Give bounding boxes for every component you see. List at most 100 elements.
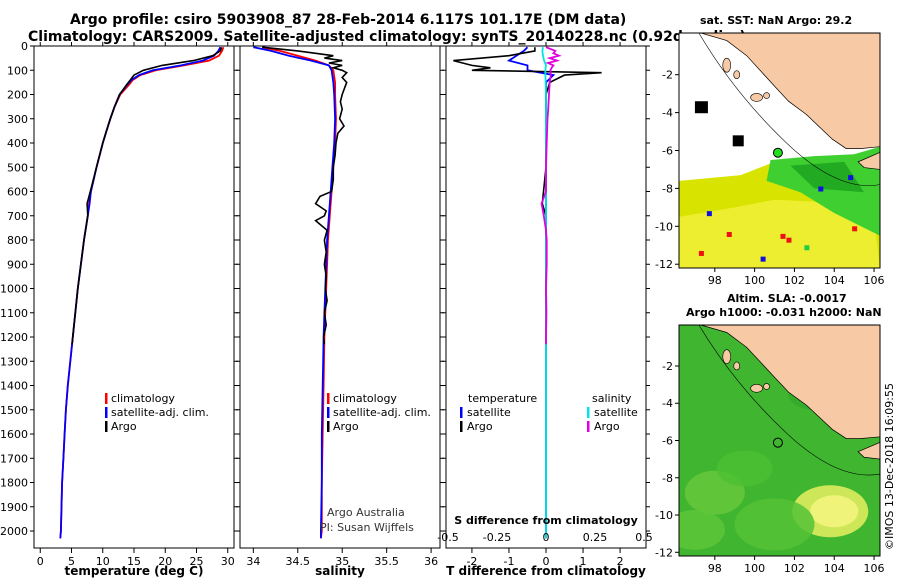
depth-tick-label: 1400 [0, 380, 28, 393]
salinity-profile-xtick-label: 35 [335, 555, 349, 568]
diff-legend-header-salinity: salinity [592, 392, 632, 405]
sla-map-xtick-label: 106 [864, 562, 885, 575]
sst-map-xtick-label: 104 [824, 274, 845, 287]
depth-tick-label: 1000 [0, 283, 28, 296]
temperature-legend-swatch [105, 393, 108, 404]
argo-float-marker [772, 437, 783, 448]
depth-tick-label: 0 [21, 40, 28, 53]
sst-pixel [698, 250, 704, 256]
sst-map-title: sat. SST: NaN Argo: 29.2 [700, 14, 853, 27]
salinity-profile-xlabel: salinity [315, 564, 365, 578]
temperature-profile-xtick-label: 30 [221, 555, 235, 568]
diff-legend-label: Argo [467, 420, 493, 433]
depth-tick-label: 400 [7, 137, 28, 150]
sst-pixel [780, 233, 786, 239]
sst-field-darkgreen [790, 161, 865, 193]
depth-tick-label: 1800 [0, 477, 28, 490]
sst-map: 98 100 102 104 106 -2 -4 -6 -8 -10 -12 [655, 32, 885, 287]
salinity-legend-label: Argo [333, 420, 359, 433]
bathymetry-contour [698, 325, 880, 476]
temperature-profile-xtick-label: 5 [68, 555, 75, 568]
land-island [733, 70, 741, 79]
sst-field-yellow [679, 199, 880, 268]
depth-tick-label: 1600 [0, 428, 28, 441]
sla-map: 98 100 102 104 106 -2 -4 -6 -8 -10 -12 [655, 324, 885, 575]
diff-legend-swatch [587, 407, 590, 418]
figure-title-line2: Climatology: CARS2009. Satellite-adjuste… [28, 29, 746, 45]
land-island [733, 361, 741, 371]
sla-anomaly-blob [734, 498, 815, 551]
depth-tick-label: 1500 [0, 404, 28, 417]
sla-map-title-line1: Altim. SLA: -0.0017 [727, 292, 847, 305]
imos-credit-stamp: ©IMOS 13-Dec-2018 16:09:55 [883, 383, 896, 550]
panel-difference-profile: -2 -1 0 1 2T difference from climatology [442, 42, 650, 578]
diff-legend-label: Argo [594, 420, 620, 433]
temperature-profile-series-satellite-adj-clim- [59, 46, 222, 539]
difference-profile-series-salinity-argo [540, 46, 562, 345]
sst-missing-block [694, 101, 708, 114]
temperature-legend-label: satellite-adj. clim. [111, 406, 209, 419]
sla-map-ytick-label: -4 [662, 397, 673, 410]
salinity-legend-swatch [327, 407, 330, 418]
temperature-profile-xtick-label: 10 [96, 555, 110, 568]
land-island [763, 92, 770, 99]
depth-tick-label: 700 [7, 210, 28, 223]
diff-legend-label: satellite [467, 406, 511, 419]
sst-pixel [818, 186, 824, 192]
difference-profile-xtick-label: 2 [617, 555, 624, 568]
depth-tick-label: 1300 [0, 355, 28, 368]
temperature-profile-xtick-label: 0 [37, 555, 44, 568]
sla-map-xtick-label: 102 [784, 562, 805, 575]
depth-tick-label: 1100 [0, 307, 28, 320]
sla-map-title-line2: Argo h1000: -0.031 h2000: NaN [686, 306, 882, 319]
sla-map-ytick-label: -10 [655, 509, 673, 522]
sst-map-ytick-label: -4 [662, 107, 673, 120]
land-island [763, 383, 770, 390]
sla-map-content [679, 325, 880, 556]
land-java [857, 441, 880, 460]
sla-map-ytick-label: -6 [662, 435, 673, 448]
diff-legend-label: satellite [594, 406, 638, 419]
salinity-legend-swatch [327, 393, 330, 404]
temperature-legend-swatch [105, 421, 108, 432]
sst-pixel [786, 237, 792, 243]
land-java [857, 152, 880, 170]
sst-pixel [848, 175, 854, 181]
difference-profile-xtick-label: 0 [543, 555, 550, 568]
depth-tick-label: 600 [7, 186, 28, 199]
diff-secondary-xtick-label: 0.25 [583, 531, 608, 544]
salinity-legend-label: satellite-adj. clim. [333, 406, 431, 419]
depth-tick-label: 500 [7, 161, 28, 174]
land-island [750, 93, 763, 102]
figure-title-line1: Argo profile: csiro 5903908_87 28-Feb-20… [70, 12, 627, 28]
sla-anomaly-blob [716, 450, 773, 487]
sla-anomaly-blob [679, 509, 725, 550]
sla-map-xtick-label: 104 [824, 562, 845, 575]
salinity-profile-series-argo [262, 46, 348, 345]
depth-tick-label: 1200 [0, 331, 28, 344]
depth-tick-label: 200 [7, 89, 28, 102]
sla-map-ytick-label: -8 [662, 472, 673, 485]
salinity-legend-swatch [327, 421, 330, 432]
sla-anomaly-blob [810, 495, 859, 528]
diff-legend-header-temperature: temperature [468, 392, 537, 405]
sst-map-ytick-label: -12 [655, 258, 673, 271]
sla-map-ytick-label: -2 [662, 360, 673, 373]
sst-pixel [804, 245, 810, 251]
diff-legend-swatch [460, 407, 463, 418]
depth-tick-label: 100 [7, 64, 28, 77]
sst-map-xtick-label: 106 [864, 274, 885, 287]
temperature-profile-xtick-label: 15 [127, 555, 141, 568]
diff-secondary-xtick-label: -0.5 [437, 531, 458, 544]
land-island [722, 349, 732, 364]
argo-float-marker [772, 147, 783, 158]
temperature-legend-label: climatology [111, 392, 175, 405]
depth-tick-label: 800 [7, 234, 28, 247]
temperature-profile-xlabel: temperature (deg C) [65, 564, 204, 578]
depth-tick-label: 2000 [0, 525, 28, 538]
diff-secondary-xtick-label: -0.25 [483, 531, 511, 544]
sst-pixel [852, 226, 858, 232]
sst-map-ytick-label: -2 [662, 69, 673, 82]
salinity-profile-xtick-label: 35.5 [374, 555, 399, 568]
